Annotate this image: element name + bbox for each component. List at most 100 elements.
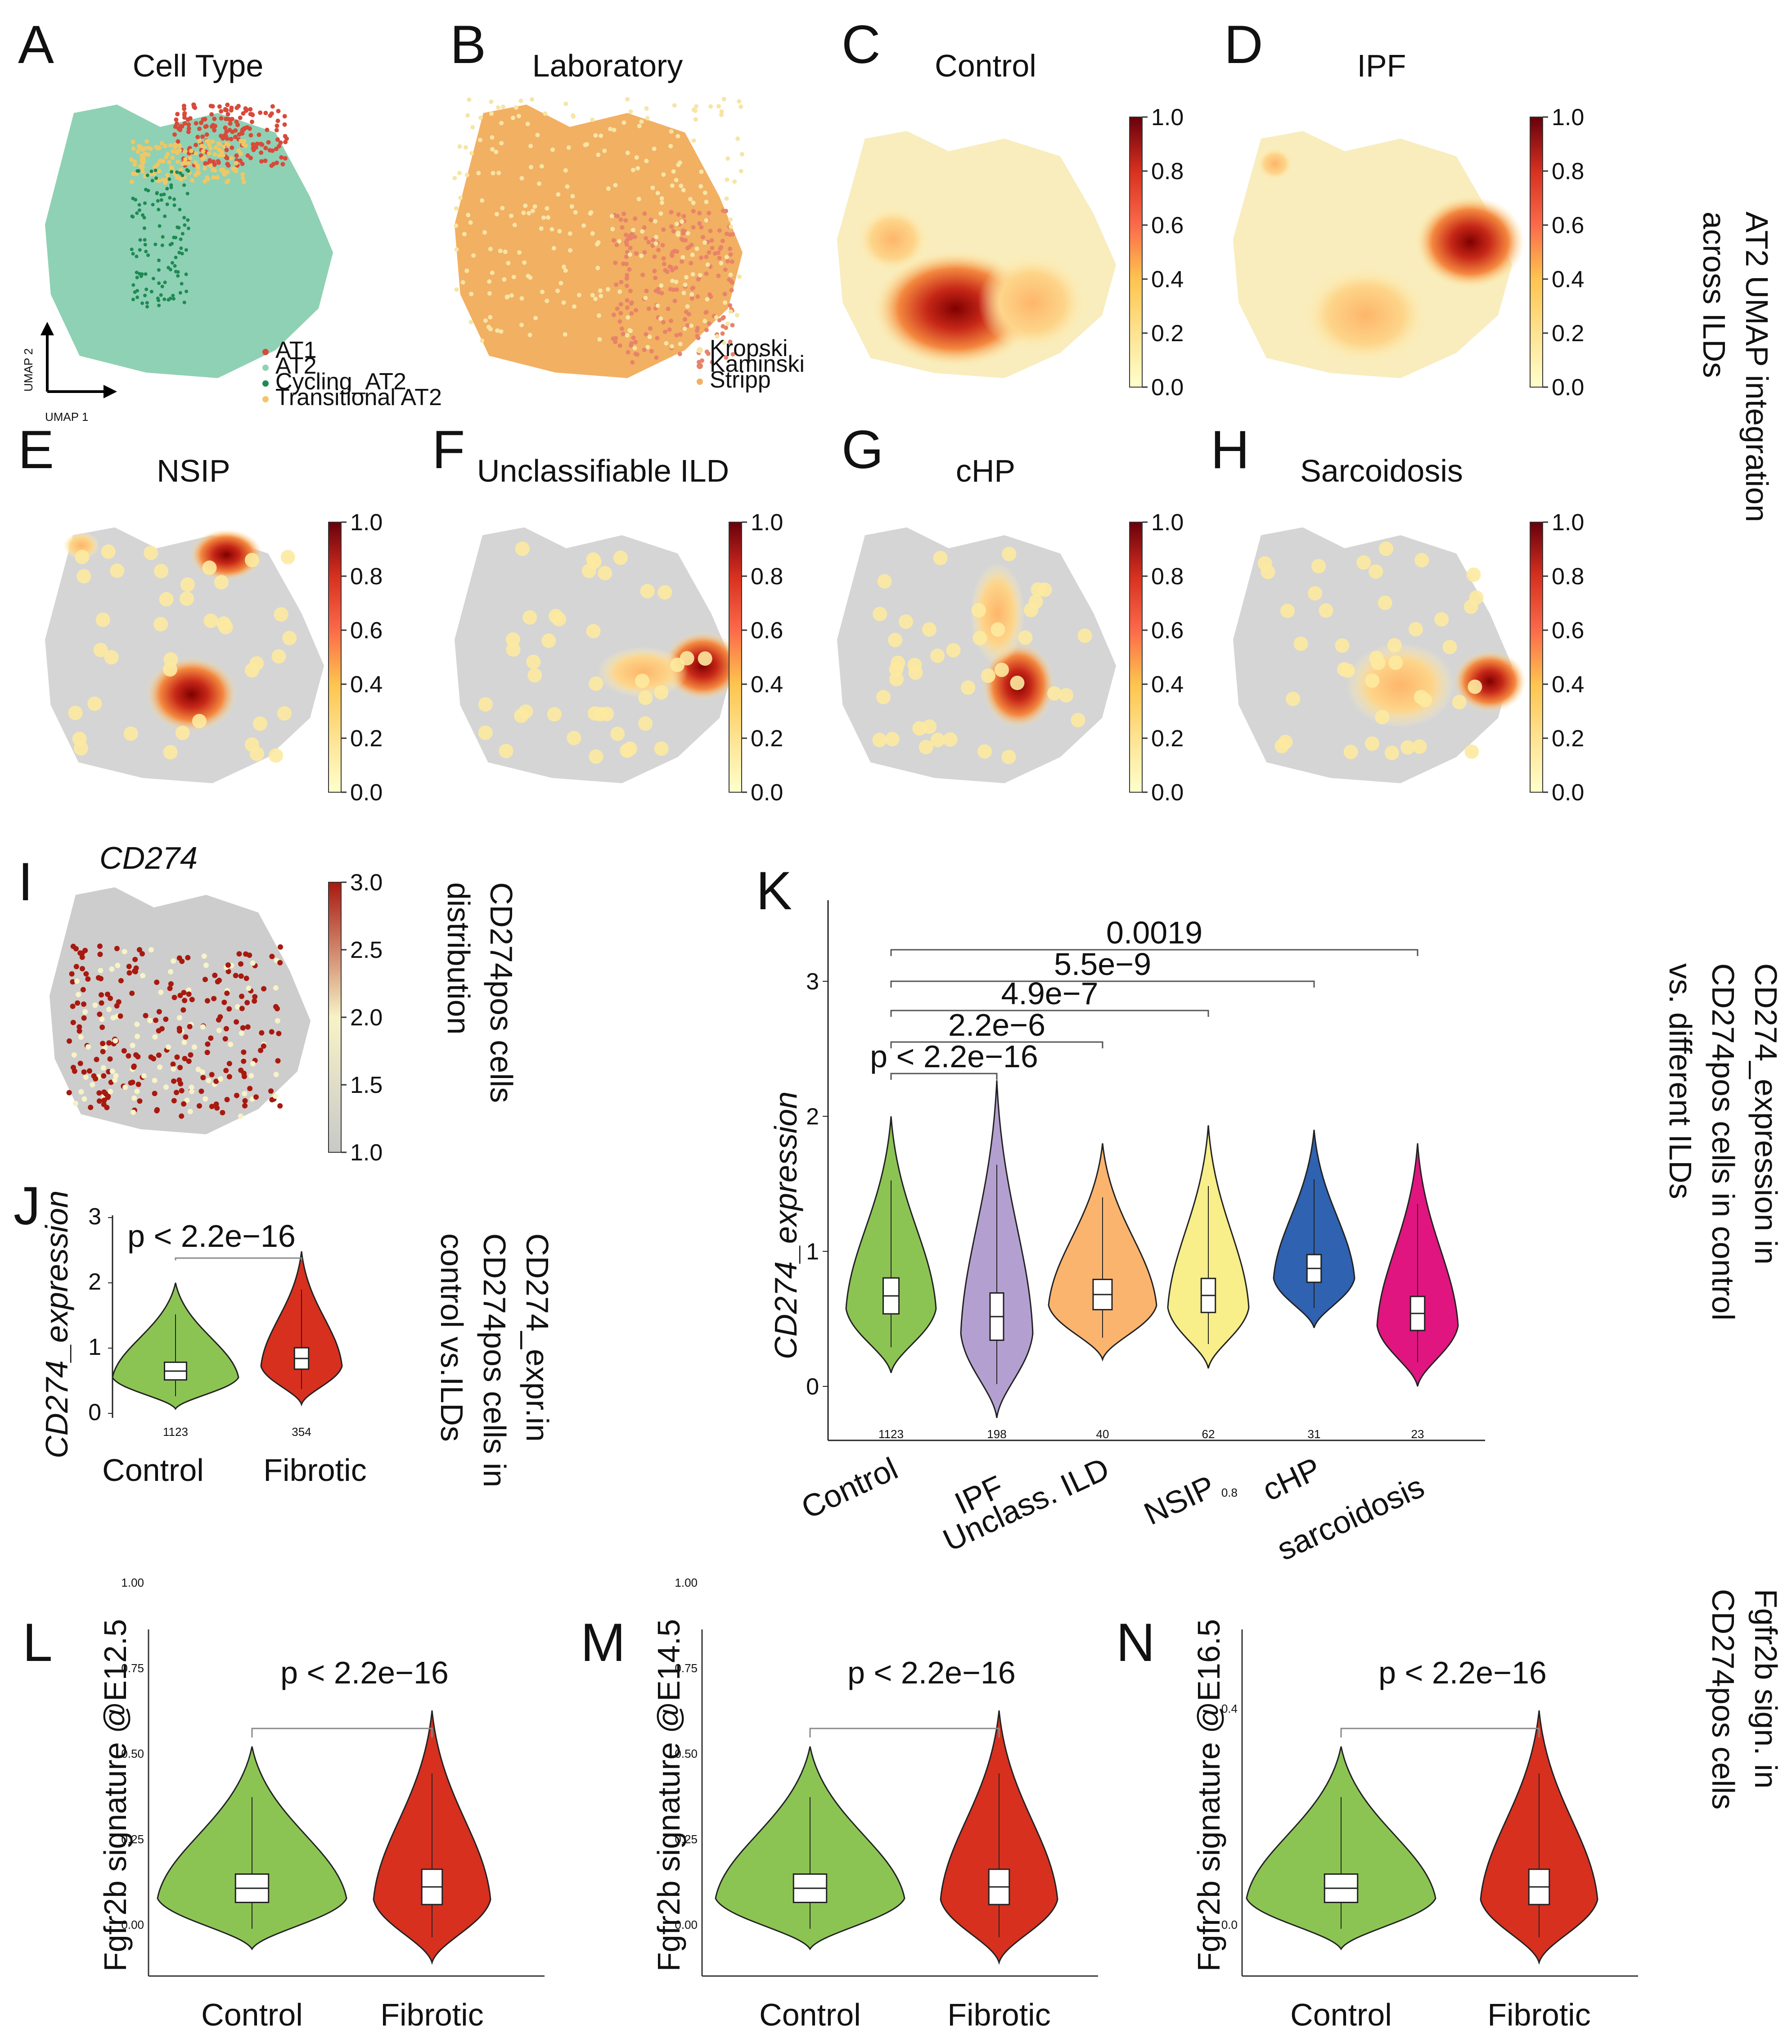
density-point bbox=[898, 614, 913, 629]
colorbar-tick-label: 0.4 bbox=[1552, 672, 1584, 698]
colorbar-tick-label: 1.0 bbox=[1151, 510, 1184, 536]
density-point bbox=[214, 575, 229, 590]
ytick-M: 0.75 bbox=[675, 1661, 698, 1675]
cd274-cell bbox=[82, 1009, 88, 1015]
density-point bbox=[922, 622, 937, 637]
colorbar-tick-label: 0.8 bbox=[350, 564, 383, 590]
cell-kropski bbox=[702, 190, 707, 195]
cell-transitional bbox=[158, 158, 162, 163]
cd274-cell bbox=[187, 1109, 193, 1114]
cell-kropski bbox=[537, 181, 542, 186]
cell-kaminski bbox=[644, 236, 648, 241]
density-point bbox=[991, 622, 1005, 637]
cell-cycling bbox=[130, 248, 134, 252]
cell-kropski bbox=[498, 248, 503, 253]
cell-kaminski bbox=[683, 238, 688, 243]
cell-kaminski bbox=[727, 277, 732, 282]
xlabel-M-0: Control bbox=[759, 1997, 861, 2032]
colorbar-G bbox=[1129, 522, 1143, 793]
cell-cycling bbox=[157, 258, 161, 262]
cell-cycling bbox=[157, 281, 161, 285]
cd274-cell bbox=[209, 1072, 215, 1078]
density-point bbox=[1466, 567, 1481, 582]
cell-cycling bbox=[137, 203, 141, 207]
cell-at1 bbox=[204, 124, 209, 129]
cell-kropski bbox=[621, 120, 626, 125]
cell-kropski bbox=[500, 206, 505, 211]
cell-kaminski bbox=[648, 217, 653, 222]
pval-M: p < 2.2e−16 bbox=[847, 1655, 1016, 1690]
density-point bbox=[654, 741, 669, 756]
cell-at1 bbox=[282, 114, 287, 119]
legend-dot bbox=[262, 380, 269, 387]
cell-kaminski bbox=[620, 225, 625, 230]
cell-kaminski bbox=[633, 352, 638, 356]
cell-cycling bbox=[151, 276, 155, 280]
density-point bbox=[971, 603, 986, 618]
cell-kaminski bbox=[678, 332, 683, 337]
cell-kaminski bbox=[707, 292, 712, 297]
cell-at1 bbox=[176, 139, 180, 144]
cell-kropski bbox=[469, 292, 474, 297]
cell-kropski bbox=[675, 221, 680, 226]
cell-transitional bbox=[217, 153, 222, 158]
ylabel-K: CD274_expression bbox=[768, 1092, 803, 1359]
cd274-cell bbox=[159, 1026, 165, 1032]
cd274-cell bbox=[101, 1089, 107, 1095]
cell-cycling bbox=[144, 249, 148, 253]
cell-transitional bbox=[212, 168, 217, 173]
density-point bbox=[1464, 744, 1479, 759]
cell-kropski bbox=[725, 156, 730, 161]
cell-at1 bbox=[248, 107, 253, 112]
cd274-cell bbox=[96, 1090, 102, 1096]
cell-kropski bbox=[590, 117, 595, 122]
cell-kaminski bbox=[660, 243, 665, 248]
cd274-cell bbox=[166, 1044, 171, 1050]
density-point bbox=[1311, 559, 1326, 573]
cell-kropski bbox=[602, 149, 607, 153]
cell-kropski bbox=[563, 168, 568, 173]
cd274-cell bbox=[97, 943, 103, 949]
xlabel-N-0: Control bbox=[1290, 1997, 1392, 2032]
cd274-cell bbox=[224, 990, 230, 996]
cell-kaminski bbox=[618, 217, 623, 222]
density-point bbox=[203, 614, 218, 628]
cd274-cell bbox=[153, 1017, 159, 1023]
cd274-cell bbox=[82, 948, 88, 953]
density-point bbox=[253, 716, 268, 731]
cell-kropski bbox=[465, 113, 470, 118]
cell-kaminski bbox=[630, 231, 635, 236]
cell-kropski bbox=[494, 212, 499, 217]
cell-kropski bbox=[654, 235, 659, 239]
cell-at1 bbox=[210, 104, 215, 109]
cell-kropski bbox=[543, 111, 548, 116]
density-point bbox=[547, 707, 562, 722]
cd274-cell bbox=[179, 1088, 185, 1094]
cd274-cell bbox=[133, 965, 139, 971]
cell-at1 bbox=[224, 155, 229, 160]
cd274-cell bbox=[136, 947, 142, 953]
density-hotspot bbox=[1302, 266, 1429, 365]
colorbar-tick-label: 0.2 bbox=[1552, 726, 1584, 752]
cell-kropski bbox=[487, 279, 492, 284]
cell-transitional bbox=[159, 141, 164, 146]
cell-at1 bbox=[204, 132, 209, 137]
cd274-cell bbox=[171, 1098, 177, 1104]
cell-kropski bbox=[617, 239, 622, 244]
cell-kropski bbox=[699, 169, 704, 174]
cell-transitional bbox=[221, 144, 226, 149]
cd274-cell bbox=[148, 1054, 154, 1060]
cell-transitional bbox=[177, 143, 182, 148]
cell-transitional bbox=[208, 146, 213, 151]
cell-kaminski bbox=[670, 252, 675, 257]
side-label-K-2: vs. different ILDs bbox=[1663, 963, 1698, 1199]
cell-kropski bbox=[550, 147, 555, 152]
cell-kropski bbox=[596, 240, 601, 245]
panel-letter-G: G bbox=[842, 420, 883, 480]
cell-transitional bbox=[224, 141, 229, 146]
cell-kropski bbox=[680, 219, 684, 224]
cell-kropski bbox=[691, 138, 696, 143]
cell-cycling bbox=[150, 179, 154, 183]
cell-kropski bbox=[491, 171, 495, 176]
density-point bbox=[654, 685, 669, 700]
